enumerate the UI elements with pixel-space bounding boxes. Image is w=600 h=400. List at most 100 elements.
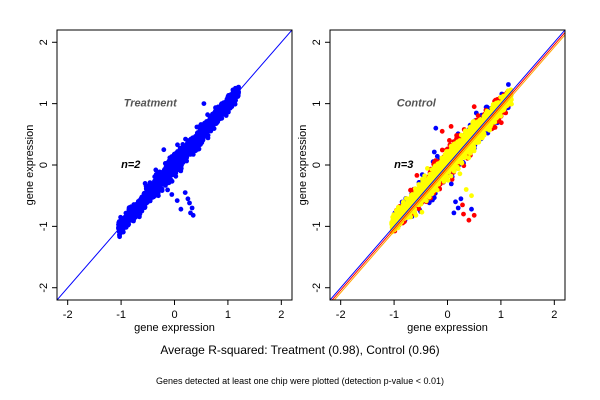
outlier-point (439, 128, 445, 134)
y-axis-label: gene expression (24, 125, 36, 206)
data-point (165, 187, 171, 193)
data-point (414, 173, 420, 178)
data-point (475, 113, 481, 119)
data-point (457, 171, 463, 177)
data-point (185, 138, 191, 143)
data-point (421, 196, 426, 202)
data-point (166, 161, 172, 167)
outlier-point (453, 199, 458, 205)
data-point (471, 148, 477, 154)
data-point (451, 146, 457, 152)
outlier-point (469, 193, 474, 199)
data-point (413, 188, 419, 194)
data-point (171, 151, 177, 157)
data-point (452, 152, 458, 158)
data-point (413, 212, 419, 218)
outlier-point (153, 167, 159, 173)
outlier-point (466, 217, 472, 223)
outlier-point (190, 212, 196, 218)
x-axis-label: gene expression (407, 322, 488, 334)
outlier-point (469, 206, 474, 212)
data-point (126, 221, 132, 227)
data-point (158, 182, 164, 188)
data-point (189, 140, 195, 146)
x-tick-label: -2 (336, 309, 346, 321)
y-tick-label: 1 (38, 101, 50, 107)
y-tick-label: -2 (311, 283, 323, 293)
outlier-point (182, 190, 188, 196)
y-tick-label: -2 (38, 283, 50, 293)
data-point (432, 164, 437, 170)
data-point (425, 166, 430, 171)
data-point (170, 171, 176, 177)
outlier-point (471, 212, 477, 218)
outlier-point (463, 187, 469, 192)
data-point (226, 109, 231, 115)
data-point (410, 198, 415, 203)
data-point (439, 147, 445, 153)
data-point (174, 155, 179, 161)
outlier-point (194, 124, 200, 130)
panel-title: Treatment (124, 98, 178, 110)
data-point (434, 153, 440, 159)
x-tick-label: 2 (278, 309, 284, 321)
data-point (468, 137, 474, 143)
outlier-point (461, 211, 466, 217)
data-point (120, 229, 126, 235)
data-point (159, 171, 165, 177)
data-point (166, 180, 172, 186)
plot-area (330, 30, 565, 300)
outlier-point (455, 205, 461, 211)
data-point (230, 87, 236, 93)
data-point (501, 106, 507, 111)
panel-title: Control (397, 98, 437, 110)
outlier-point (201, 101, 207, 106)
data-point (483, 113, 489, 118)
reference-line-0 (330, 30, 565, 300)
data-point (488, 111, 494, 117)
data-point (419, 190, 425, 196)
data-point (158, 186, 163, 192)
data-point (178, 153, 184, 159)
outlier-point (174, 198, 180, 204)
data-point (502, 95, 508, 101)
x-tick-label: 0 (171, 309, 177, 321)
data-point (139, 194, 145, 200)
data-point (454, 133, 459, 138)
data-point (470, 129, 476, 135)
data-point (477, 117, 483, 123)
data-point (440, 176, 445, 182)
outlier-point (185, 196, 191, 202)
x-tick-label: 2 (551, 309, 557, 321)
data-point (144, 200, 150, 206)
outlier-point (161, 147, 167, 153)
data-point (492, 125, 498, 130)
data-point (445, 149, 451, 154)
outlier-point (189, 205, 195, 211)
data-point (177, 145, 183, 151)
data-point (448, 181, 454, 187)
outlier-point (178, 206, 184, 212)
data-point (119, 218, 124, 224)
data-point (428, 173, 434, 179)
data-point (175, 142, 180, 148)
y-tick-label: 2 (311, 39, 323, 45)
reference-line-2 (333, 34, 565, 300)
data-point (431, 149, 437, 155)
data-point (442, 152, 448, 158)
data-point (223, 99, 229, 105)
data-point (466, 155, 472, 161)
data-point (390, 222, 395, 228)
data-point (171, 168, 177, 173)
data-point (236, 84, 242, 90)
outlier-point (169, 192, 175, 197)
data-point (447, 138, 452, 143)
y-tick-label: 0 (38, 162, 50, 168)
data-point (116, 222, 122, 228)
data-point (455, 164, 460, 170)
data-point (448, 173, 454, 179)
outlier-point (205, 112, 211, 118)
x-tick-label: -1 (389, 309, 399, 321)
outlier-point (187, 200, 192, 206)
